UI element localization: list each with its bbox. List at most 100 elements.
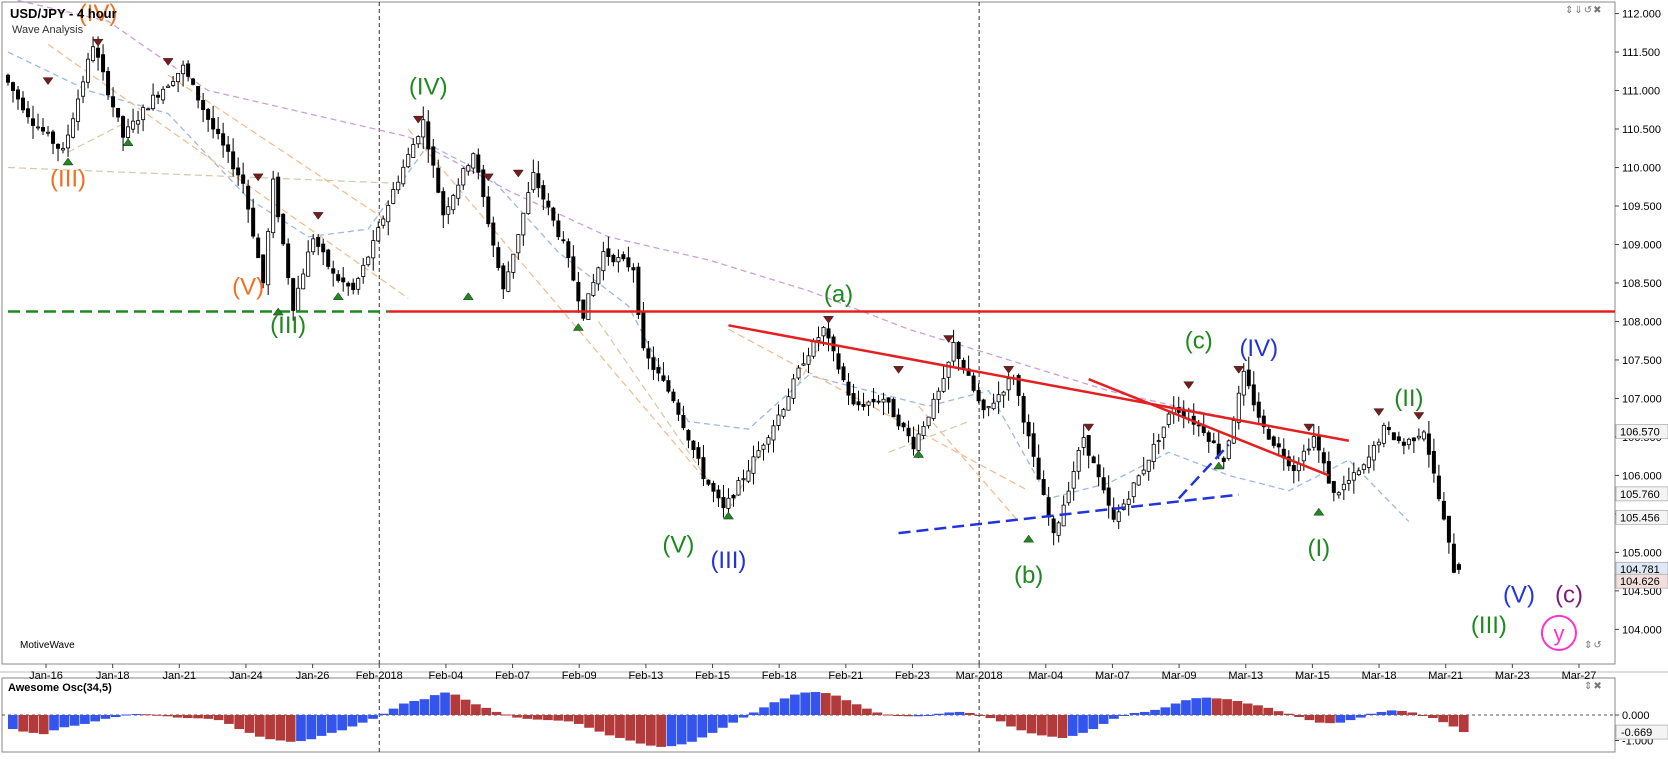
- oscillator-bar: [790, 694, 800, 715]
- oscillator-bar: [831, 695, 841, 715]
- candle-body: [596, 267, 601, 285]
- oscillator-bar: [368, 715, 378, 719]
- candle-body: [686, 429, 691, 441]
- candle-body: [426, 121, 431, 150]
- oscillator-bar: [1047, 715, 1057, 737]
- candle-body: [1381, 424, 1386, 444]
- candle-body: [251, 207, 256, 237]
- candle-body: [1231, 420, 1236, 444]
- candle-body: [1416, 435, 1421, 439]
- candle-body: [451, 195, 456, 211]
- candle-body: [1426, 433, 1431, 455]
- oscillator-bar: [419, 699, 430, 715]
- candle-body: [196, 85, 201, 101]
- oscillator-bar: [697, 715, 708, 738]
- candle-body: [791, 378, 796, 399]
- oscillator-bar: [645, 715, 656, 746]
- window-controls-icon[interactable]: ⇕⇓↺✖: [1565, 5, 1603, 16]
- candle-body: [181, 64, 186, 75]
- wave-label: (c): [1555, 581, 1583, 608]
- candle-body: [1326, 461, 1331, 484]
- candle-body: [701, 457, 706, 480]
- oscillator-bar: [337, 715, 347, 731]
- candle-body: [471, 153, 476, 169]
- candle-body: [676, 402, 681, 415]
- oscillator-bar: [1026, 715, 1037, 734]
- candle-body: [356, 278, 361, 290]
- candle-body: [776, 414, 781, 426]
- oscillator-bar: [615, 715, 625, 738]
- nav-arrows-icon[interactable]: ⇕↺: [1584, 640, 1603, 651]
- candle-body: [646, 348, 651, 359]
- candle-body: [951, 342, 956, 362]
- oscillator-bar: [152, 714, 162, 716]
- oscillator-bar: [1232, 700, 1243, 715]
- candle-body: [841, 366, 846, 381]
- candle-body: [321, 243, 326, 253]
- oscillator-bar: [553, 715, 564, 721]
- candle-body: [866, 401, 871, 406]
- candle-body: [441, 191, 446, 216]
- oscillator-bar: [1170, 703, 1181, 715]
- oscillator-bar: [193, 715, 203, 719]
- candle-body: [1336, 492, 1341, 496]
- oscillator-bar: [635, 715, 646, 744]
- candle-body: [236, 167, 241, 176]
- candle-body: [121, 116, 126, 138]
- pivot-high-marker: [412, 115, 424, 124]
- candle-body: [406, 154, 411, 168]
- x-tick-label: Feb-13: [628, 670, 663, 682]
- oscillator-bar: [666, 715, 677, 747]
- brand-label: MotiveWave: [20, 640, 75, 651]
- oscillator-bar: [90, 715, 101, 722]
- pivot-high-marker: [512, 169, 524, 178]
- oscillator-bar: [440, 692, 450, 715]
- oscillator-bar: [234, 715, 245, 730]
- candle-body: [581, 299, 586, 319]
- pivot-low-marker: [572, 323, 584, 331]
- helper-line: [67, 120, 129, 153]
- candle-body: [506, 271, 511, 292]
- oscillator-bar: [471, 704, 481, 715]
- oscillator-bar: [913, 715, 924, 717]
- x-tick-label: Feb-15: [695, 670, 730, 682]
- oscillator-bar: [450, 694, 461, 715]
- candle-body: [551, 207, 556, 221]
- x-tick-label: Mar-04: [1028, 670, 1063, 682]
- chart-subtitle: Wave Analysis: [12, 24, 84, 36]
- wave-label: (V): [662, 531, 694, 558]
- candle-body: [671, 391, 676, 402]
- candle-body: [901, 422, 906, 428]
- candle-body: [1036, 457, 1041, 480]
- candle-body: [1411, 437, 1416, 442]
- candle-body: [886, 397, 891, 403]
- oscillator-bar: [707, 715, 718, 733]
- candle-body: [931, 398, 936, 419]
- candle-body: [881, 398, 886, 403]
- candle-body: [476, 154, 481, 173]
- candle-body: [631, 267, 636, 271]
- candle-body: [31, 118, 36, 126]
- candle-body: [576, 281, 581, 302]
- oscillator-bar: [769, 702, 780, 715]
- candle-body: [1031, 433, 1036, 457]
- candle-body: [511, 253, 516, 273]
- candle-body: [381, 218, 386, 226]
- x-tick-label: Jan-24: [229, 670, 263, 682]
- candle-body: [1301, 450, 1306, 462]
- y-tick-label: 105.000: [1622, 547, 1662, 559]
- oscillator-bar: [656, 715, 666, 747]
- oscillator-bar: [718, 715, 728, 728]
- oscillator-bar: [800, 692, 811, 715]
- candle-body: [136, 120, 141, 125]
- candle-body: [1456, 564, 1462, 570]
- candle-body: [516, 234, 521, 254]
- candle-body: [106, 71, 111, 96]
- oscillator-bar: [1273, 711, 1284, 715]
- oscillator-bar: [1386, 710, 1397, 715]
- oscillator-controls-icon[interactable]: ⇕✖: [1584, 681, 1603, 692]
- candle-body: [566, 241, 571, 259]
- candle-body: [1331, 481, 1336, 493]
- x-tick-label: Mar-13: [1228, 670, 1263, 682]
- candle-body: [1041, 479, 1046, 495]
